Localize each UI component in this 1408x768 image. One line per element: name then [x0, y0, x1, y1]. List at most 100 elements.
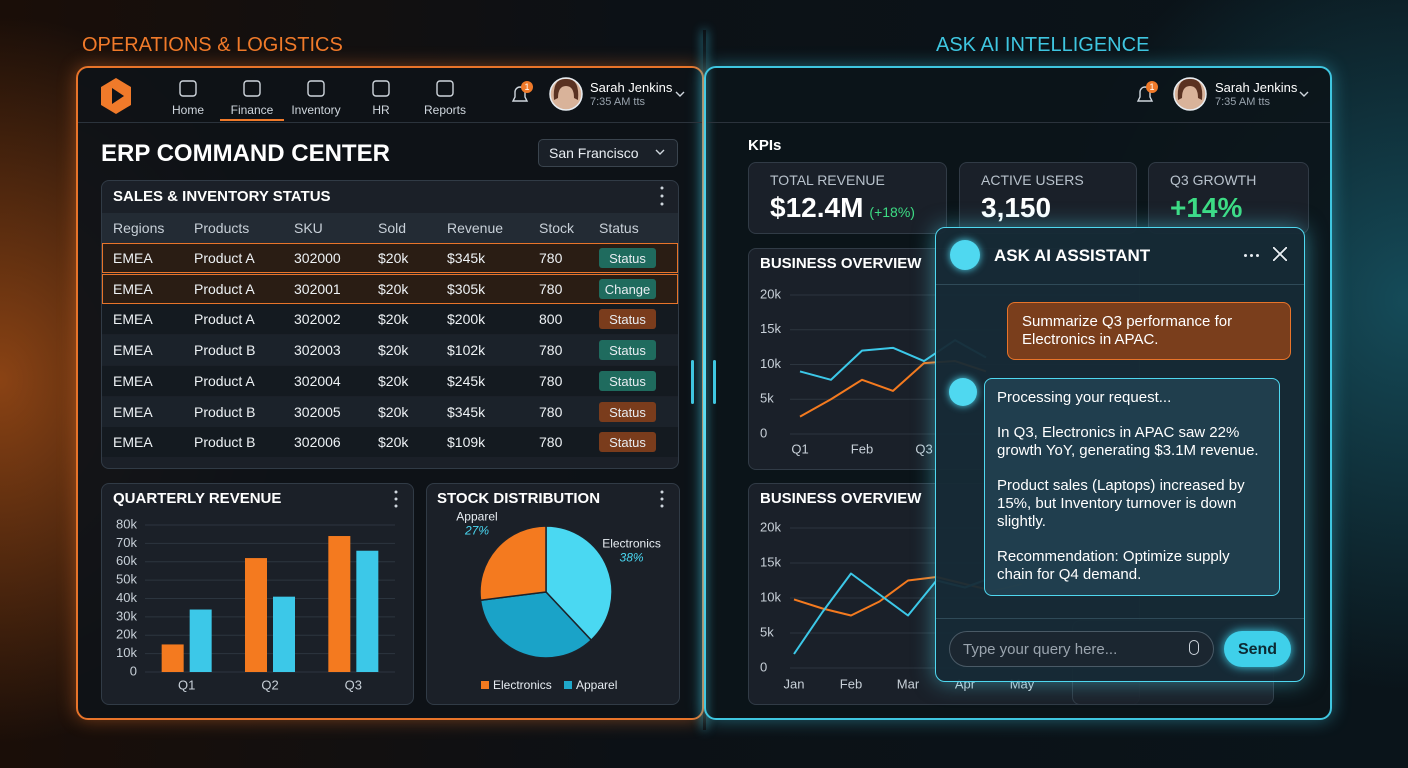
status-text: Status — [609, 404, 646, 420]
kpi-label: TOTAL REVENUE — [770, 172, 885, 188]
panel-divider — [936, 284, 1304, 285]
table-cell: $20k — [378, 280, 409, 297]
menu-dot — [1250, 254, 1253, 257]
chart-card — [101, 483, 414, 705]
table-cell: $20k — [378, 311, 409, 328]
status-pill[interactable]: Status — [599, 248, 656, 268]
table-cell: EMEA — [113, 250, 153, 266]
table-row — [102, 243, 678, 273]
ai-icon — [949, 378, 977, 406]
table-cell: Product A — [194, 372, 255, 389]
nav-item[interactable]: Home — [171, 103, 204, 117]
section-heading: OPERATIONS & LOGISTICS — [82, 34, 343, 56]
table-cell: $20k — [378, 434, 409, 451]
ai-response: Processing your request... In Q3, Electro… — [984, 378, 1280, 596]
table-cell: $20k — [378, 342, 409, 359]
ai-icon — [950, 240, 980, 270]
table-cell: $109k — [447, 434, 486, 451]
status-pill[interactable]: Status — [599, 309, 656, 330]
send-button[interactable]: Send — [1224, 631, 1291, 667]
status-pill[interactable]: Status — [599, 432, 656, 453]
close-button[interactable] — [1273, 247, 1287, 261]
ai-title: ASK AI ASSISTANT — [994, 246, 1151, 265]
table-row — [102, 427, 678, 458]
table-cell: 302001 — [294, 280, 341, 297]
table-cell: Product A — [194, 250, 255, 266]
nav-item[interactable]: Finance — [230, 103, 274, 117]
response-paragraph: Processing your request... — [997, 389, 1172, 406]
table-cell: 780 — [539, 342, 563, 359]
table-row — [102, 396, 678, 427]
table-cell: 302002 — [294, 311, 341, 328]
table-cell: 302005 — [294, 403, 341, 420]
kpi-value: +14% — [1170, 192, 1243, 223]
menu-dot — [1244, 254, 1247, 257]
table-cell: Product A — [194, 311, 255, 328]
table-cell: 302004 — [294, 372, 341, 389]
user-message: Summarize Q3 performance for Electronics… — [1007, 302, 1291, 360]
column-header: Sold — [378, 220, 407, 236]
table-cell: 302006 — [294, 434, 341, 451]
status-text: Status — [609, 251, 646, 266]
divider — [703, 30, 706, 730]
table-cell: 780 — [539, 434, 563, 451]
table-cell: EMEA — [113, 342, 153, 359]
kpi-value: $12.4M (+18%) — [770, 192, 915, 223]
status-pill[interactable]: Status — [599, 340, 656, 361]
status-pill[interactable]: Status — [599, 401, 656, 422]
panel-divider — [936, 618, 1304, 619]
chart-card — [426, 483, 680, 705]
table-cell: $102k — [447, 342, 486, 359]
page-title: ERP COMMAND CENTER — [101, 140, 390, 167]
kpi-change: (+18%) — [869, 204, 915, 220]
table-row — [102, 273, 678, 304]
table-title: SALES & INVENTORY STATUS — [113, 188, 331, 205]
table-cell: $200k — [447, 311, 486, 328]
response-paragraph: Recommendation: Optimize supply chain fo… — [997, 548, 1230, 583]
column-header: SKU — [294, 220, 323, 236]
kpi-card — [959, 162, 1137, 234]
kpi-value: 3,150 — [981, 192, 1052, 223]
input-placeholder: Type your query here... — [963, 641, 1118, 658]
nav-item[interactable]: Reports — [423, 103, 467, 117]
mic-icon — [1189, 640, 1199, 655]
table-header-row — [102, 213, 678, 243]
kpi-card — [1148, 162, 1309, 234]
location: San Francisco — [549, 145, 639, 161]
table-cell: $20k — [378, 372, 409, 389]
status-text: Status — [609, 373, 646, 389]
table-cell: 302000 — [294, 250, 341, 266]
table-cell: Product B — [194, 403, 256, 420]
column-header: Stock — [539, 220, 575, 236]
table-cell: Product B — [194, 342, 256, 359]
status-text: Status — [609, 435, 646, 451]
column-header: Revenue — [447, 220, 504, 236]
nav-item[interactable]: Inventory — [291, 103, 341, 117]
send-label: Send — [1237, 641, 1278, 658]
ai-panel: ASK AI ASSISTANT Summarize Q3 performance… — [935, 227, 1305, 682]
table-cell: $20k — [378, 250, 409, 266]
column-header: Products — [194, 220, 250, 236]
table-cell: $345k — [447, 403, 486, 420]
nav-item[interactable]: HR — [372, 103, 390, 117]
response-paragraph: In Q3, Electronics in APAC saw 22% growt… — [997, 424, 1259, 459]
table-cell: 780 — [539, 403, 563, 420]
column-header: Regions — [113, 220, 165, 236]
table-cell: EMEA — [113, 311, 153, 328]
location-dropdown[interactable]: San Francisco — [538, 139, 678, 167]
user-status: 7:35 AM tts — [590, 96, 646, 108]
table-cell: EMEA — [113, 434, 153, 451]
query-input[interactable]: Type your query here... — [949, 631, 1214, 667]
status-pill[interactable]: Status — [599, 370, 656, 391]
menu-dot — [1256, 254, 1259, 257]
table-cell: EMEA — [113, 280, 153, 297]
section-heading: ASK AI INTELLIGENCE — [936, 34, 1150, 56]
kpi-label: Q3 GROWTH — [1170, 172, 1257, 188]
table-cell: 780 — [539, 250, 563, 266]
status-pill[interactable]: Change — [599, 278, 656, 299]
table-cell: Product B — [194, 434, 256, 451]
table-cell: 302003 — [294, 342, 341, 359]
kpi-label: ACTIVE USERS — [981, 172, 1084, 188]
table-cell: $345k — [447, 250, 486, 266]
